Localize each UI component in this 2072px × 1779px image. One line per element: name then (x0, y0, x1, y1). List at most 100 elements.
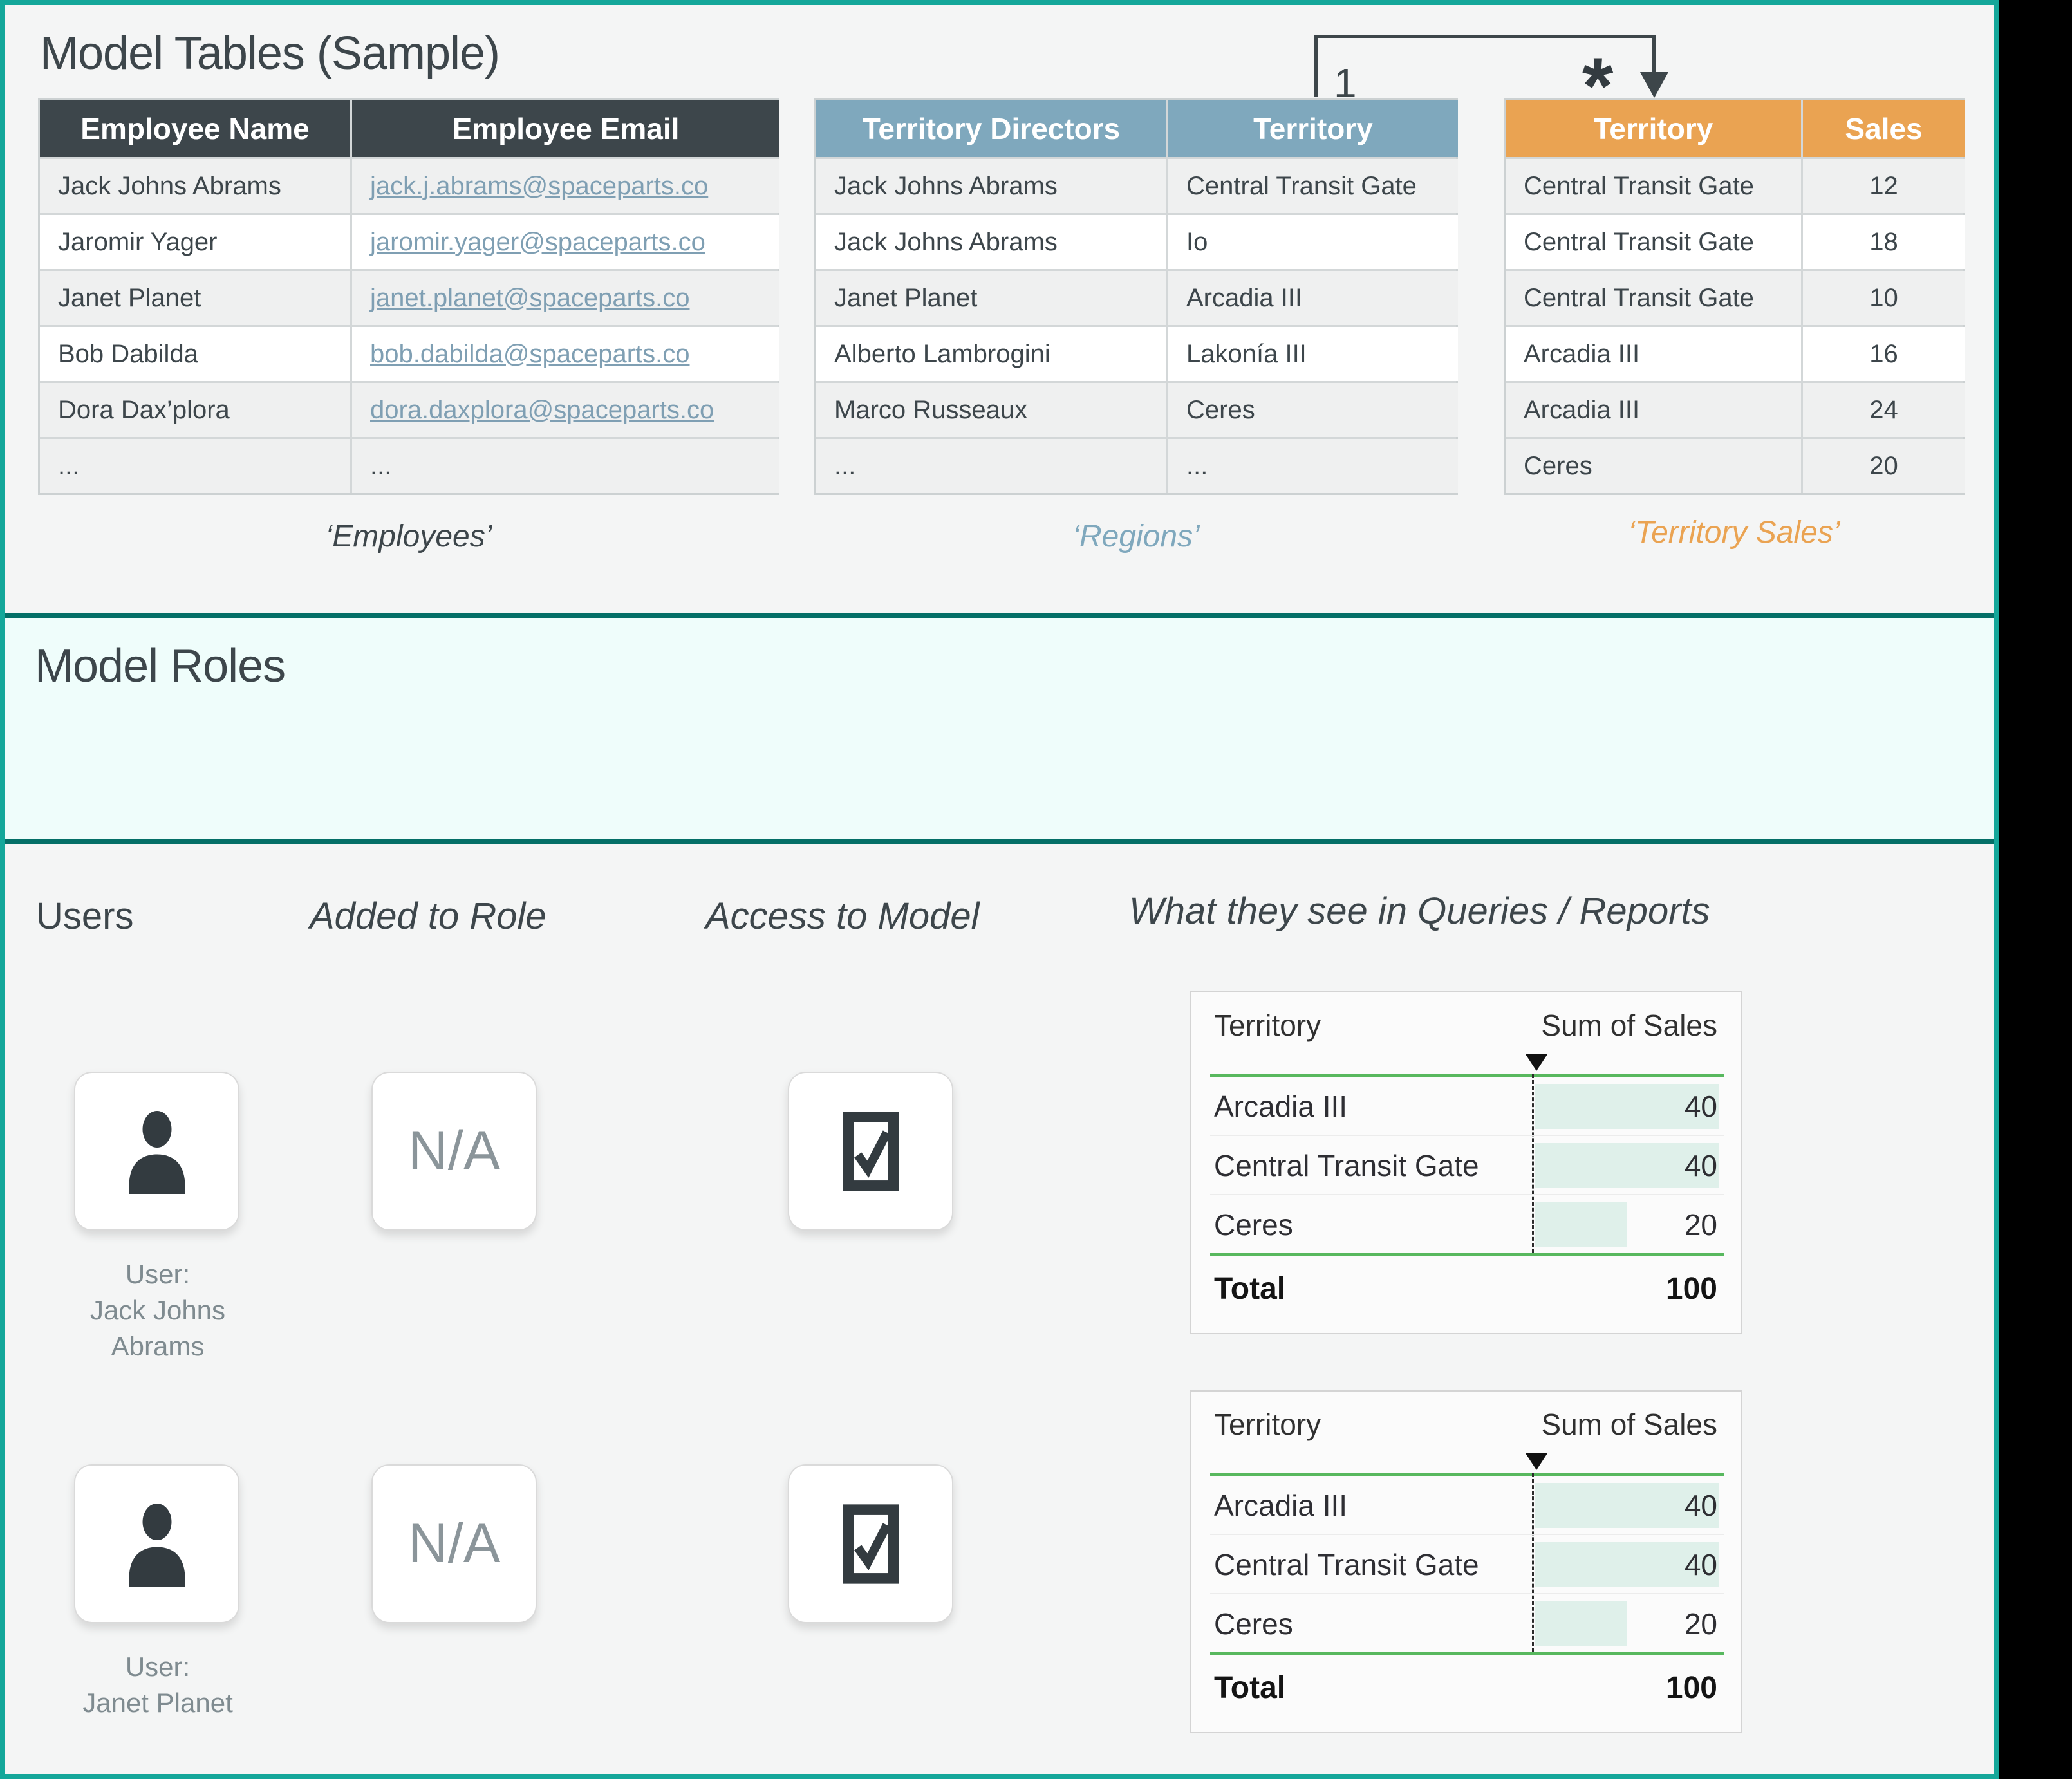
column-header: Territory Directors (816, 100, 1166, 157)
table-cell: 18 (1803, 215, 1965, 269)
report-row-value: 40 (1684, 1149, 1717, 1182)
heading-users: Users (36, 895, 134, 937)
report-total-value: 100 (1665, 1671, 1717, 1705)
table-cell: Jack Johns Abrams (816, 159, 1166, 213)
sort-descending-icon[interactable] (1526, 1054, 1547, 1071)
table-cell: Lakonía III (1168, 327, 1458, 381)
table-cell: Arcadia III (1506, 383, 1801, 437)
report-table: Territory Sum of Sales Arcadia III 40 Ce… (1190, 1390, 1742, 1733)
email-link[interactable]: jack.j.abrams@spaceparts.co (370, 171, 709, 200)
email-link[interactable]: dora.daxplora@spaceparts.co (370, 395, 714, 424)
table-cell: dora.daxplora@spaceparts.co (352, 383, 779, 437)
table-cell: 20 (1803, 439, 1965, 493)
table-cell: ... (40, 439, 350, 493)
report-row-label: Arcadia III (1214, 1090, 1348, 1123)
column-header: Territory (1168, 100, 1458, 157)
connector-line-many-side (1652, 35, 1656, 75)
regions-table: Territory Directors Territory Jack Johns… (814, 98, 1458, 495)
report-row-label: Arcadia III (1214, 1489, 1348, 1522)
report-row-value: 40 (1684, 1489, 1717, 1522)
employees-caption: ‘Employees’ (325, 519, 492, 554)
report-row-label: Central Transit Gate (1214, 1149, 1479, 1182)
row-divider (1210, 1135, 1724, 1136)
report-column-sum-of-sales[interactable]: Sum of Sales (1541, 1009, 1717, 1042)
added-to-role-card: N/A (371, 1072, 537, 1231)
table-cell: jack.j.abrams@spaceparts.co (352, 159, 779, 213)
table-cell: Arcadia III (1506, 327, 1801, 381)
report-row-value: 20 (1684, 1607, 1717, 1641)
table-cell: Central Transit Gate (1168, 159, 1458, 213)
heading-reports: What they see in Queries / Reports (1129, 890, 1710, 932)
model-roles-title: Model Roles (35, 640, 286, 692)
table-cell: bob.dabilda@spaceparts.co (352, 327, 779, 381)
table-cell: Janet Planet (40, 271, 350, 325)
connector-line-one-side (1314, 35, 1318, 97)
access-to-model-card (788, 1072, 953, 1231)
table-cell: Central Transit Gate (1506, 271, 1801, 325)
heading-access-to-model: Access to Model (705, 895, 980, 937)
report-column-territory: Territory (1214, 1408, 1321, 1441)
table-cell: 24 (1803, 383, 1965, 437)
column-divider-dashed (1532, 1074, 1534, 1253)
table-cell: ... (816, 439, 1166, 493)
table-cell: Marco Russeaux (816, 383, 1166, 437)
heading-added-to-role: Added to Role (310, 895, 546, 937)
relationship-one-label: 1 (1334, 60, 1357, 106)
data-bar (1535, 1542, 1719, 1587)
data-bar (1535, 1202, 1627, 1247)
total-rule (1210, 1652, 1724, 1655)
user-card (74, 1464, 239, 1623)
header-rule (1210, 1473, 1724, 1476)
report-row-value: 40 (1684, 1548, 1717, 1581)
report-row-label: Ceres (1214, 1607, 1293, 1641)
person-icon (129, 1503, 185, 1587)
regions-caption: ‘Regions’ (1072, 519, 1200, 554)
relationship-many-label: * (1582, 42, 1614, 131)
column-header: Sales (1803, 100, 1965, 157)
sort-descending-icon[interactable] (1526, 1453, 1547, 1470)
table-cell: 16 (1803, 327, 1965, 381)
report-row-value: 20 (1684, 1208, 1717, 1242)
model-roles-band: Model Roles (0, 613, 1999, 844)
data-bar (1535, 1084, 1719, 1129)
employees-table: Employee Name Employee Email Jack Johns … (38, 98, 779, 495)
table-cell: janet.planet@spaceparts.co (352, 271, 779, 325)
user-label: User: Jack Johns Abrams (35, 1256, 280, 1365)
email-link[interactable]: bob.dabilda@spaceparts.co (370, 339, 690, 368)
row-divider (1210, 1194, 1724, 1195)
letterbox-band (1999, 0, 2072, 1779)
user-label-line: User: (125, 1259, 191, 1289)
table-cell: Arcadia III (1168, 271, 1458, 325)
table-cell: Ceres (1168, 383, 1458, 437)
table-cell: ... (352, 439, 779, 493)
column-header: Employee Email (352, 100, 779, 157)
table-cell: Dora Dax’plora (40, 383, 350, 437)
column-header: Territory (1506, 100, 1801, 157)
email-link[interactable]: janet.planet@spaceparts.co (370, 283, 690, 312)
report-row-label: Ceres (1214, 1208, 1293, 1242)
table-cell: ... (1168, 439, 1458, 493)
email-link[interactable]: jaromir.yager@spaceparts.co (370, 227, 705, 256)
user-label-line: Janet Planet (82, 1688, 233, 1718)
report-column-territory: Territory (1214, 1009, 1321, 1042)
table-cell: 12 (1803, 159, 1965, 213)
table-cell: Bob Dabilda (40, 327, 350, 381)
report-row-label: Central Transit Gate (1214, 1548, 1479, 1581)
territory-sales-caption: ‘Territory Sales’ (1628, 516, 1840, 550)
data-bar (1535, 1601, 1627, 1646)
report-row-value: 40 (1684, 1090, 1717, 1123)
table-cell: Jack Johns Abrams (816, 215, 1166, 269)
user-label-line: User: (125, 1652, 191, 1682)
report-total-label: Total (1214, 1272, 1286, 1306)
table-cell: Central Transit Gate (1506, 215, 1801, 269)
access-to-model-card (788, 1464, 953, 1623)
added-to-role-card: N/A (371, 1464, 537, 1623)
data-bar (1535, 1483, 1719, 1528)
header-rule (1210, 1074, 1724, 1077)
table-cell: Ceres (1506, 439, 1801, 493)
report-total-value: 100 (1665, 1272, 1717, 1306)
checkbox-checked-icon (843, 1504, 899, 1584)
connector-line-horizontal (1314, 35, 1656, 38)
report-column-sum-of-sales[interactable]: Sum of Sales (1541, 1408, 1717, 1441)
